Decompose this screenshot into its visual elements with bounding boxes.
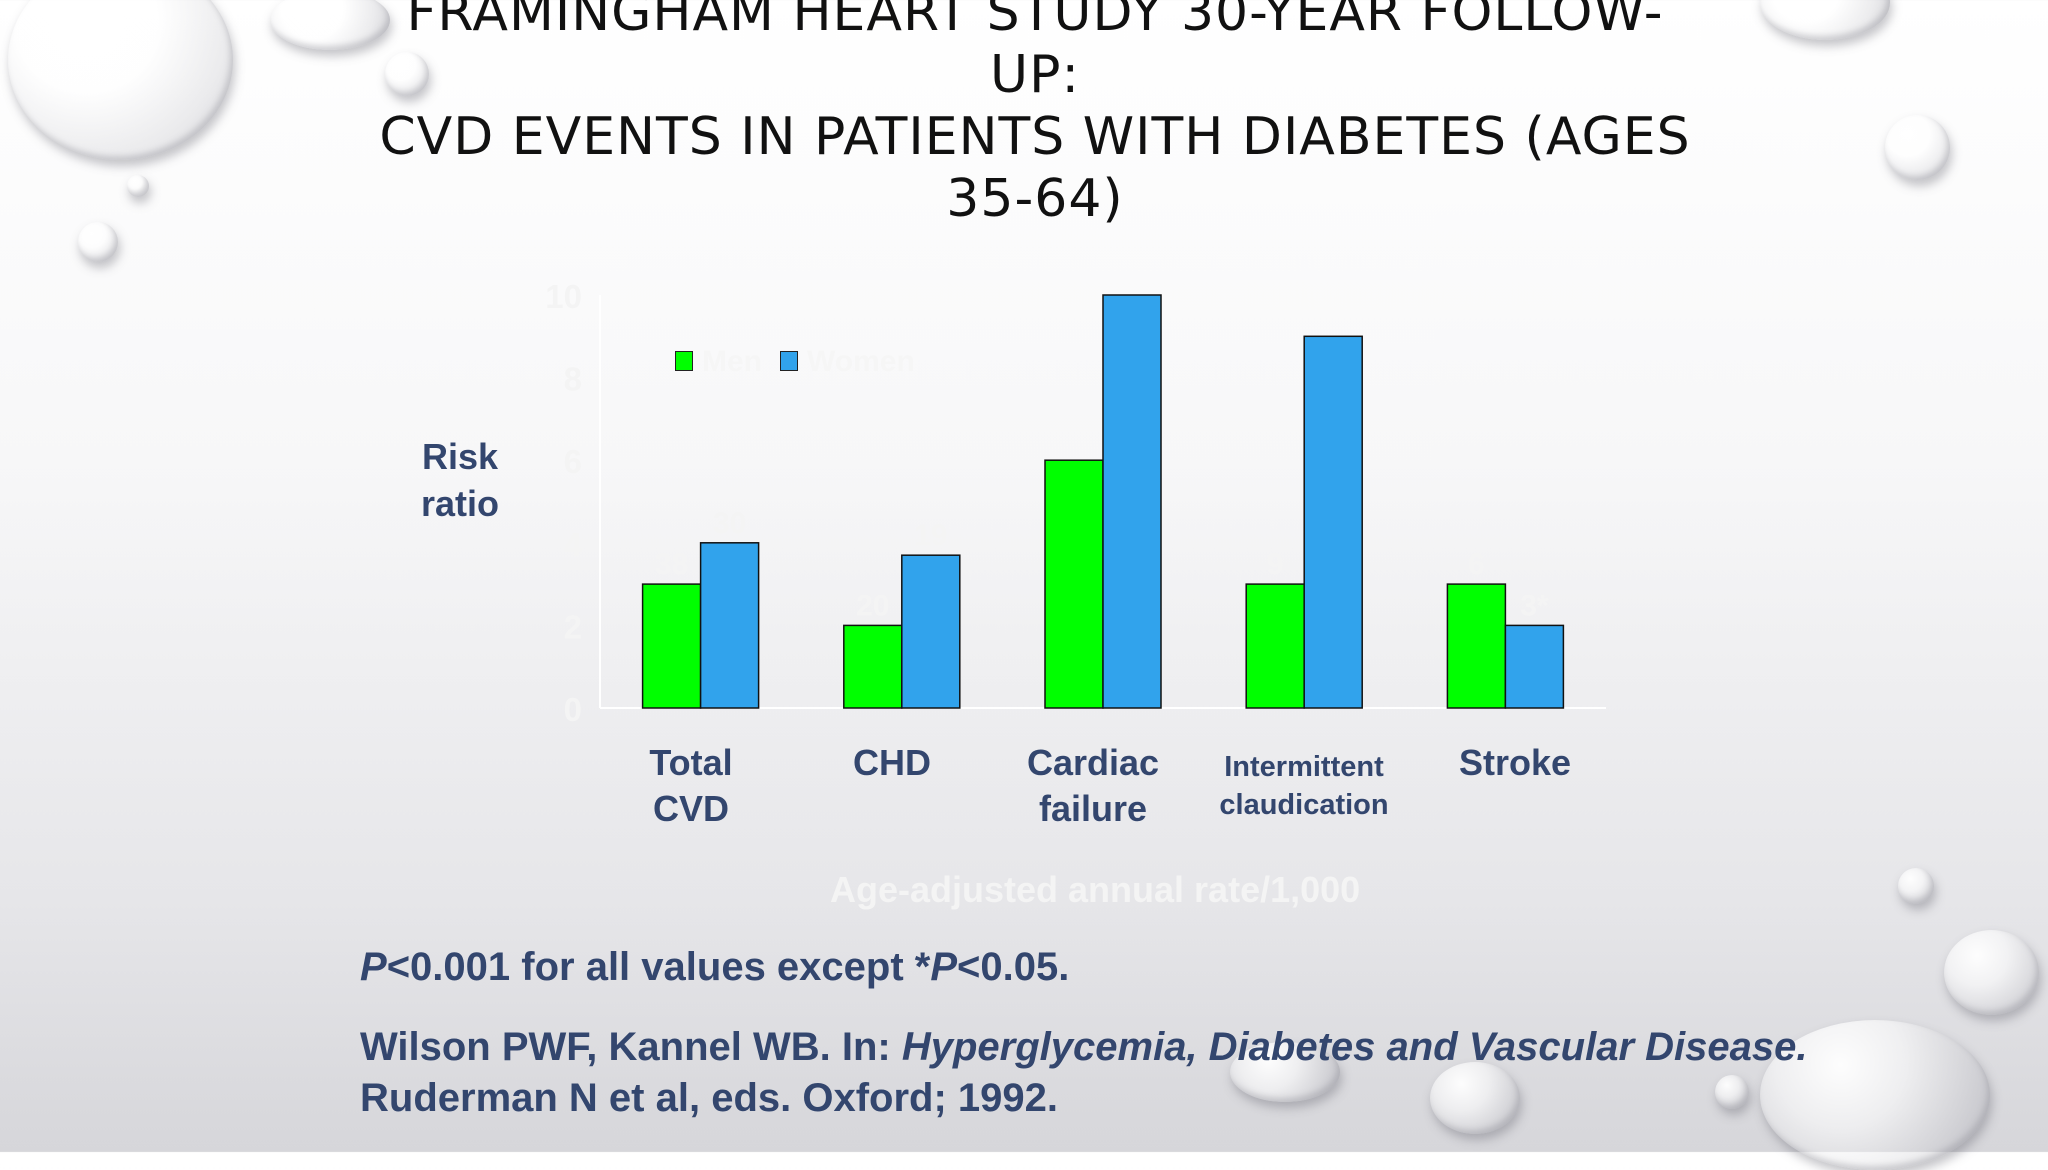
slide-title: FRAMINGHAM HEART STUDY 30-YEAR FOLLOW- U… (250, 0, 1820, 230)
water-drop-decoration (1715, 1075, 1749, 1109)
y-tick-label: 2 (564, 608, 582, 645)
water-drop-decoration (8, 0, 233, 160)
water-drop-decoration (1430, 1062, 1520, 1134)
category-label-line: CVD (652, 788, 729, 829)
category-label-stroke: Stroke (1405, 740, 1625, 786)
category-label-line: Cardiac (1026, 742, 1160, 783)
y-tick-label: 10 (545, 278, 582, 315)
category-label-line: Total (649, 742, 733, 783)
y-tick-label: 8 (564, 361, 582, 398)
data-label: 3* (1520, 589, 1549, 622)
water-drop-decoration (385, 52, 429, 96)
data-label: 20 (856, 589, 889, 622)
bar-men (1245, 583, 1305, 709)
water-drop-decoration (1944, 930, 2039, 1015)
citation-publisher: Ruderman N et al, eds. Oxford; 1992. (360, 1076, 1058, 1120)
p-symbol: P (930, 945, 958, 989)
p-note-text: <0.001 for all values except * (386, 945, 931, 989)
p-note-text: <0.05. (957, 945, 1070, 989)
y-tick-label: 0 (564, 691, 582, 728)
bar-men (1044, 459, 1104, 709)
water-drop-decoration (270, 0, 390, 50)
legend-swatch-men (675, 351, 693, 371)
category-label-chd: CHD (782, 740, 1002, 786)
bar-men (641, 583, 702, 709)
category-label-line: Stroke (1458, 742, 1572, 783)
citation-authors: Wilson PWF, Kannel WB. In: (360, 1025, 902, 1069)
water-drop-decoration (127, 175, 149, 197)
water-drop-decoration (78, 222, 118, 262)
p-value-note: P<0.001 for all values except *P<0.05. (360, 945, 1069, 990)
category-label-line: claudication (1219, 789, 1389, 821)
data-label: 38 (655, 548, 688, 581)
legend-label-women: Women (807, 345, 915, 378)
bar-women (901, 554, 961, 709)
bar-women (1303, 335, 1363, 709)
category-label-total-cvd: Total CVD (581, 740, 801, 832)
water-drop-decoration (1885, 115, 1950, 180)
title-line: UP: (990, 45, 1080, 105)
citation: Wilson PWF, Kannel WB. In: Hyperglycemia… (360, 1022, 1830, 1124)
y-axis-label: Risk ratio (420, 436, 499, 524)
citation-book-title: Hyperglycemia, Diabetes and Vascular Dis… (901, 1025, 1808, 1069)
bar-women (1504, 624, 1565, 709)
data-label: 30 (713, 507, 746, 540)
legend-label-men: Men (702, 345, 762, 378)
title-line: FRAMINGHAM HEART STUDY 30-YEAR FOLLOW- (406, 0, 1664, 43)
data-label: 9 (1267, 548, 1284, 581)
category-label-intermittent-claudication: Intermittent claudication (1194, 748, 1414, 824)
y-tick-label: 4 (564, 526, 583, 563)
bar-women (1102, 294, 1162, 709)
category-label-line: CHD (853, 742, 931, 783)
bar-chart: 0 2 4 6 8 10 38 20 9 6 30 19 3* (545, 278, 1565, 728)
data-label-caption: Age-adjusted annual rate/1,000 (830, 869, 1361, 910)
bar-men (843, 624, 903, 709)
data-label: 19 (914, 519, 947, 552)
water-drop-decoration (1898, 868, 1934, 904)
title-line: CVD EVENTS IN PATIENTS WITH DIABETES (AG… (379, 107, 1691, 167)
bar-women (699, 542, 760, 709)
water-drop-decoration (1760, 1020, 1990, 1170)
legend-swatch-women (780, 351, 798, 371)
category-label-line: Intermittent (1224, 751, 1384, 783)
bar-men (1446, 583, 1507, 709)
y-tick-label: 6 (564, 443, 582, 480)
data-label: 6 (1468, 548, 1485, 581)
title-line: 35-64) (946, 169, 1124, 229)
category-label-line: failure (1038, 788, 1148, 829)
p-symbol: P (360, 945, 387, 989)
water-drop-decoration (1230, 1042, 1340, 1102)
category-label-cardiac-failure: Cardiac failure (983, 740, 1203, 832)
